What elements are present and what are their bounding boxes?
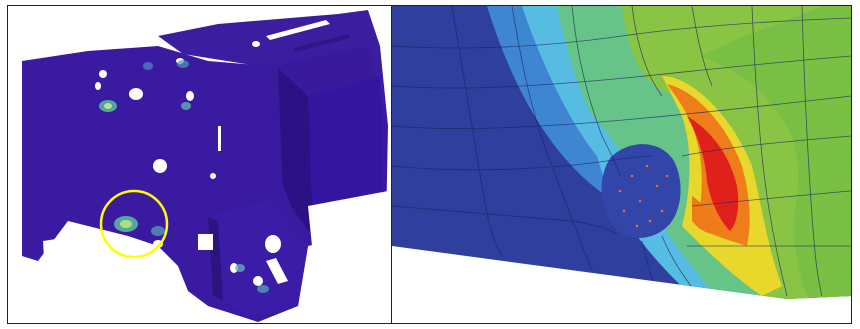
model-lower-box — [208, 201, 308, 316]
stress-hotspot — [181, 102, 191, 110]
stress-hotspot — [143, 62, 153, 70]
model-hole — [95, 82, 101, 90]
model-slot — [198, 234, 213, 250]
highlight-circle — [99, 189, 169, 259]
stress-hotspot — [257, 285, 269, 293]
model-hole — [230, 263, 238, 273]
model-hole — [210, 173, 216, 179]
model-top-slot — [266, 20, 330, 40]
fea-stress-contour-image — [392, 6, 851, 299]
model-hole — [253, 276, 263, 286]
stress-hotspot — [235, 264, 245, 272]
model-hole — [252, 41, 260, 47]
stress-hotspot — [104, 103, 112, 109]
model-hole — [129, 88, 143, 100]
fea-zoom-contour-panel — [392, 6, 851, 323]
panel-divider — [391, 6, 392, 323]
fea-model-overview-image — [22, 10, 390, 323]
stress-hotspot — [120, 220, 132, 228]
contour-band-red — [687, 116, 739, 231]
fea-model-overview-panel — [8, 6, 391, 323]
model-hole — [265, 235, 281, 253]
model-hole — [153, 159, 167, 173]
mesh-lines — [392, 6, 851, 299]
stress-hotspot — [177, 60, 189, 68]
stress-hotspot — [151, 226, 165, 236]
contour-field — [392, 6, 851, 299]
hole-region-dots — [618, 164, 669, 228]
figure-frame — [7, 5, 852, 324]
contour-band-lime — [702, 6, 851, 299]
model-slot — [266, 258, 288, 284]
model-slot — [218, 126, 221, 151]
model-bottom-opening-2 — [43, 231, 113, 323]
model-hole — [186, 91, 194, 101]
model-top-slot-2 — [293, 34, 350, 52]
model-hole — [99, 70, 107, 78]
contour-hole-region — [601, 144, 681, 238]
model-bottom-opening — [308, 191, 390, 306]
model-right-box-shade — [278, 68, 313, 236]
